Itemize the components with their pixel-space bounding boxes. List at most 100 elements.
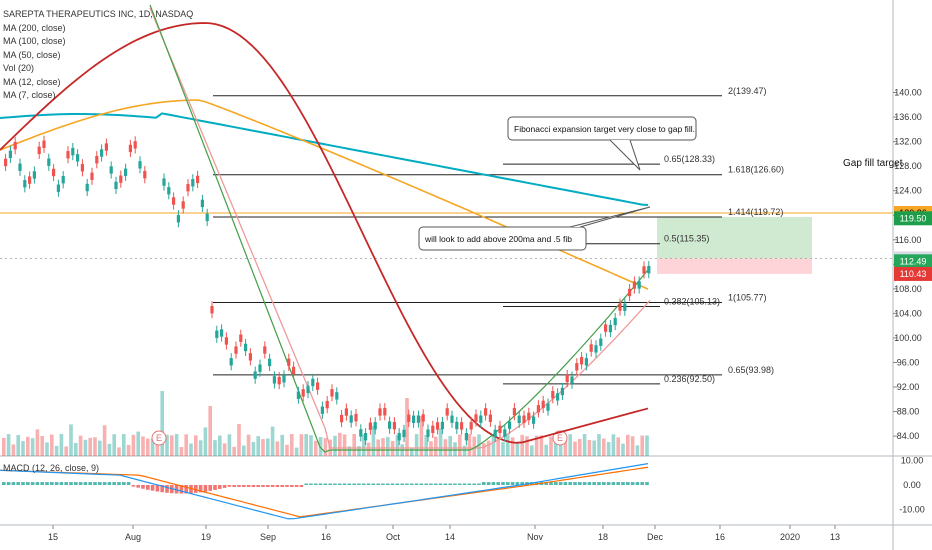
candle-body (392, 421, 396, 430)
candle-body (388, 421, 392, 429)
macd-bar (482, 482, 486, 485)
volume-bar (246, 434, 251, 456)
legend-item-ma50: MA (50, close) (3, 49, 61, 60)
macd-bar (294, 485, 299, 487)
volume-bar (448, 436, 452, 456)
volume-bar (386, 436, 390, 456)
candle-body (570, 376, 574, 384)
y-tick-label: 140.00 (894, 88, 922, 98)
volume-bar (251, 442, 256, 456)
price-badge (894, 211, 932, 226)
volume-bar (530, 445, 534, 456)
candle-body (268, 358, 272, 367)
macd-bar (198, 485, 203, 493)
volume-bar (107, 443, 112, 456)
candle-body (56, 184, 60, 192)
volume-bar (438, 428, 443, 456)
candle-body (61, 176, 65, 184)
macd-bar (270, 485, 275, 487)
candle-body (460, 422, 464, 430)
macd-bar (246, 485, 251, 487)
macd-bar (69, 482, 73, 485)
candle-body (306, 385, 310, 394)
volume-bar (323, 437, 328, 456)
legend-item-vol: Vol (20) (3, 63, 35, 73)
candle-body (464, 433, 468, 441)
macd-bar (400, 483, 404, 485)
candle-body (527, 412, 531, 421)
macd-bar (189, 485, 193, 494)
candle-body (244, 343, 248, 352)
candle-body (296, 391, 300, 399)
volume-bar (198, 440, 203, 456)
macd-bar (616, 482, 620, 485)
candle-body (556, 393, 560, 401)
candle-body (71, 147, 75, 156)
macd-bar (549, 482, 553, 485)
macd-bar (635, 482, 640, 485)
candle-body (229, 358, 233, 366)
volume-bar (318, 437, 323, 456)
candle-body (4, 158, 8, 167)
macd-bar (11, 482, 16, 485)
macd-bar (472, 483, 476, 485)
candle-body (604, 324, 608, 332)
x-tick-label: 13 (830, 532, 840, 542)
macd-bar (141, 485, 145, 489)
macd-bar (376, 483, 380, 485)
volume-bar (347, 446, 352, 456)
volume-bar (362, 434, 366, 456)
volume-bar (74, 442, 78, 456)
macd-bar (93, 482, 97, 485)
macd-bar (626, 482, 630, 485)
macd-bar (414, 483, 419, 485)
callout-box (418, 226, 587, 251)
candle-body (66, 151, 70, 159)
candle-body (277, 376, 281, 385)
x-tick-label: Dec (647, 532, 664, 542)
macd-bar (299, 485, 304, 487)
y-tick-label: 128.00 (894, 161, 922, 171)
macd-bar (174, 485, 179, 494)
volume-bar (26, 436, 30, 456)
candle-body (594, 345, 598, 353)
volume-bar (520, 434, 524, 456)
price-badge (894, 254, 932, 269)
candle-body (109, 166, 113, 174)
candle-body (445, 408, 449, 416)
candle-body (455, 421, 459, 430)
candle-body (426, 429, 430, 437)
macd-bar (453, 483, 457, 485)
macd-bar (2, 482, 6, 485)
macd-bar (6, 482, 11, 485)
candle-body (8, 150, 12, 159)
macd-bar (280, 485, 284, 487)
candle-body (335, 392, 339, 400)
price-badge-label: 119.50 (900, 213, 927, 223)
fib-label: 2(139.47) (728, 86, 767, 96)
candle-body (407, 414, 411, 422)
macd-bar (285, 485, 289, 487)
macd-bar (242, 485, 246, 487)
ma12-line (149, 7, 651, 449)
candle-body (28, 176, 32, 184)
fib-label: 0.65(128.33) (664, 154, 715, 164)
candle-body (32, 171, 36, 179)
macd-bar (419, 483, 424, 485)
macd-bar (256, 485, 260, 487)
earnings-marker (151, 430, 167, 446)
candle-body (224, 337, 228, 345)
candle-body (234, 346, 238, 354)
volume-bar (285, 444, 289, 456)
macd-bar (347, 483, 352, 485)
macd-bar (136, 485, 140, 488)
macd-bar (314, 483, 318, 485)
macd-bar (30, 482, 35, 485)
candle-body (450, 415, 454, 423)
x-tick-label: 14 (445, 532, 455, 542)
volume-bar (606, 442, 611, 456)
candle-body (162, 178, 166, 186)
macd-bar (16, 482, 20, 485)
